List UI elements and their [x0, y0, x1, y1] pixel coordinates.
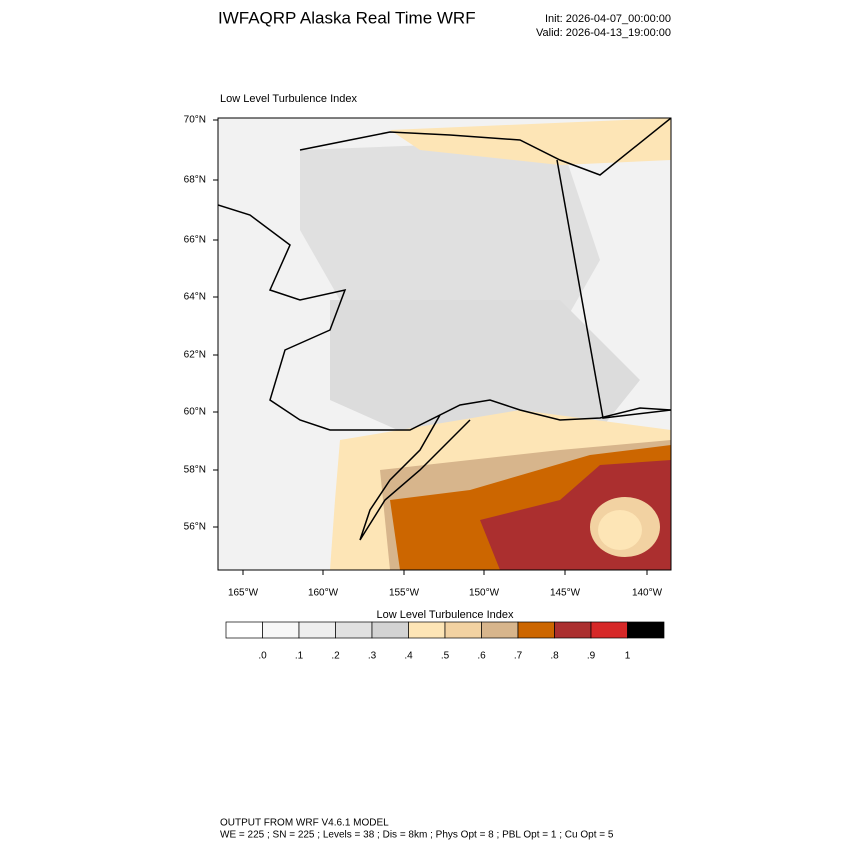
colorbar-label: .3: [368, 651, 377, 662]
footer-line: WE = 225 ; SN = 225 ; Levels = 38 ; Dis …: [220, 830, 614, 841]
colorbar-title: Low Level Turbulence Index: [377, 609, 514, 621]
colorbar-box: [262, 621, 300, 639]
colorbar-box: [481, 621, 519, 639]
axis-labels: 70°N 68°N 66°N 64°N 62°N 60°N 58°N 56°N 165°W 160…: [184, 115, 663, 599]
lon-label: 160°W: [308, 588, 339, 599]
field-region: [300, 140, 600, 340]
lon-label: 155°W: [389, 588, 420, 599]
lat-label: 62°N: [184, 350, 206, 361]
colorbar-label: .1: [295, 651, 304, 662]
lat-label: 70°N: [184, 115, 206, 126]
footer-line: OUTPUT FROM WRF V4.6.1 MODEL: [220, 818, 389, 829]
colorbar-label: .2: [331, 651, 340, 662]
coastline: [218, 204, 671, 431]
lon-label: 145°W: [550, 588, 581, 599]
colorbar-box: [335, 621, 373, 639]
colorbar-box: [517, 621, 555, 639]
colorbar-label: .0: [258, 651, 267, 662]
border: [556, 159, 671, 419]
colorbar-label: .4: [404, 651, 413, 662]
map-field: [218, 118, 671, 570]
title: IWFAQRP Alaska Real Time WRF: [218, 8, 476, 27]
colorbar-label: .8: [550, 651, 559, 662]
colorbar: .0 .1 .2 .3 .4 .5 .6 .7 .8 .9 1: [225, 621, 665, 662]
colorbar-box: [444, 621, 482, 639]
colorbar-box: [371, 621, 409, 639]
lat-label: 68°N: [184, 175, 206, 186]
colorbar-box: [408, 621, 446, 639]
coastline: [299, 118, 671, 176]
colorbar-label: .9: [587, 651, 596, 662]
lat-label: 64°N: [184, 292, 206, 303]
coastline: [359, 414, 471, 541]
colorbar-box: [554, 621, 592, 639]
colorbar-label: .6: [477, 651, 486, 662]
lat-label: 66°N: [184, 235, 206, 246]
colorbar-label: .5: [441, 651, 450, 662]
valid-time: Valid: 2026-04-13_19:00:00: [536, 27, 671, 39]
init-time: Init: 2026-04-07_00:00:00: [545, 13, 671, 25]
lon-label: 150°W: [469, 588, 500, 599]
colorbar-box: [627, 621, 665, 639]
lon-label: 140°W: [632, 588, 663, 599]
field-region: [330, 300, 640, 440]
lat-label: 60°N: [184, 407, 206, 418]
lat-label: 58°N: [184, 465, 206, 476]
map-frame: [217, 117, 672, 571]
map-title: Low Level Turbulence Index: [220, 93, 357, 105]
colorbar-label: .7: [514, 651, 523, 662]
lon-label: 165°W: [228, 588, 259, 599]
colorbar-box: [298, 621, 336, 639]
colorbar-box: [590, 621, 628, 639]
lat-label: 56°N: [184, 522, 206, 533]
colorbar-label: 1: [625, 651, 631, 662]
field-region: [598, 510, 642, 550]
colorbar-box: [225, 621, 263, 639]
field-region: [390, 118, 671, 165]
